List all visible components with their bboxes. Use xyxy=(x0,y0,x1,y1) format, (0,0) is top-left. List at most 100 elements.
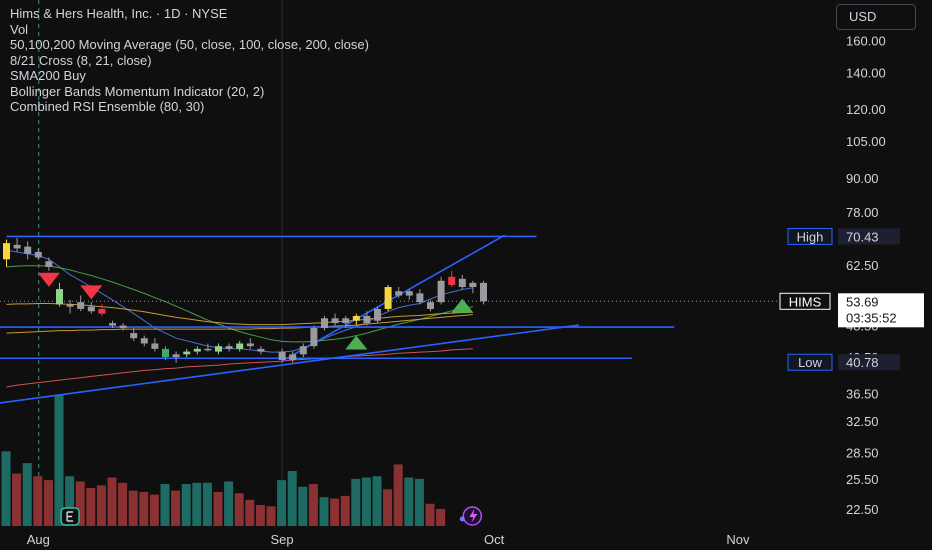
trend-drawings[interactable] xyxy=(0,234,830,404)
candle-body xyxy=(13,244,21,249)
volume-bar xyxy=(160,484,170,526)
moving-average-line xyxy=(6,265,473,343)
volume-bar xyxy=(372,476,382,526)
volume-bar xyxy=(330,498,340,526)
candle-body xyxy=(225,346,233,349)
price-tick-label: 36.50 xyxy=(846,386,879,401)
volume-bar xyxy=(308,484,318,526)
chart-icons xyxy=(60,506,483,526)
indicator-bollinger[interactable]: Bollinger Bands Momentum Indicator (20, … xyxy=(10,83,265,99)
last-badge-symbol: HIMS xyxy=(789,294,822,309)
candle-body xyxy=(480,282,487,302)
candle-body xyxy=(109,323,116,326)
volume-bar xyxy=(340,495,350,526)
volume-bar xyxy=(224,481,234,526)
candle-body xyxy=(45,261,53,267)
candle-body xyxy=(352,315,360,321)
volume-bar xyxy=(383,489,393,526)
high-badge-label: High xyxy=(797,229,824,244)
volume-bar xyxy=(12,473,22,526)
last-badge-price: 53.69 xyxy=(846,294,879,309)
volume-bar xyxy=(54,395,64,526)
price-tick-label: 120.00 xyxy=(846,102,886,117)
indicator-cross[interactable]: 8/21 Cross (8, 21, close) xyxy=(10,52,152,68)
volume-bar xyxy=(96,485,106,526)
volume-bar xyxy=(351,478,361,526)
sell-signal-triangle xyxy=(37,272,60,287)
high-badge-value: 70.43 xyxy=(846,229,879,244)
price-tick-label: 140.00 xyxy=(846,65,886,80)
volume-bar xyxy=(277,480,287,526)
last-badge-symbol-box xyxy=(779,292,831,310)
candle-body xyxy=(331,318,339,324)
volume-bars xyxy=(1,395,446,526)
high-badge-label-box xyxy=(787,227,833,245)
chart-title[interactable]: Hims & Hers Health, Inc. · 1D · NYSE xyxy=(10,6,228,21)
indicator-moving-average[interactable]: 50,100,200 Moving Average (50, close, 10… xyxy=(10,37,369,52)
price-tick-label: 32.50 xyxy=(846,414,879,429)
trend-line[interactable] xyxy=(281,234,506,362)
candle-body xyxy=(24,246,32,254)
candle-body xyxy=(140,338,148,344)
last-badge-box xyxy=(838,293,924,328)
candle-body xyxy=(77,302,85,309)
price-tick-label: 105.00 xyxy=(846,134,886,149)
grid xyxy=(38,0,283,526)
candle-body xyxy=(405,291,413,296)
earnings-icon-glyph xyxy=(66,511,74,522)
price-tick-label: 22.50 xyxy=(846,502,879,517)
time-axis[interactable]: Aug Sep Oct Nov xyxy=(27,532,750,547)
volume-bar xyxy=(361,477,371,526)
volume-bar xyxy=(436,508,446,526)
volume-bar xyxy=(171,490,181,526)
indicator-rsi-ensemble[interactable]: Combined RSI Ensemble (80, 30) xyxy=(10,99,205,114)
candle-body xyxy=(162,348,169,358)
candle-body xyxy=(321,318,328,329)
indicator-sma200-buy[interactable]: SMA200 Buy xyxy=(10,68,86,83)
moving-averages xyxy=(6,249,473,388)
candle-body xyxy=(183,351,191,355)
candle-body xyxy=(395,291,403,296)
candle-body xyxy=(66,304,74,307)
candle-body xyxy=(246,343,254,347)
price-axis[interactable]: 160.00 140.00 120.00 105.00 90.00 78.00 62.50 4… xyxy=(846,33,886,517)
sell-signal-triangle xyxy=(80,285,103,300)
volume-bar xyxy=(245,499,255,526)
candle-body xyxy=(3,243,10,260)
candle-body xyxy=(448,276,456,285)
moving-average-line xyxy=(6,348,473,388)
buy-signal-triangle xyxy=(345,335,368,350)
volume-bar xyxy=(43,480,53,526)
candle-body xyxy=(87,306,95,312)
candle-body xyxy=(384,287,392,309)
candle-body xyxy=(363,315,371,324)
candle-body xyxy=(204,348,212,351)
volume-bar xyxy=(414,478,424,526)
volume-bar xyxy=(202,482,212,526)
candle-body xyxy=(151,343,159,349)
price-tick-label: 90.00 xyxy=(846,171,879,186)
high-badge-value-box xyxy=(838,228,900,245)
candle-body xyxy=(34,251,42,258)
volume-bar xyxy=(75,481,85,526)
trend-line[interactable] xyxy=(0,324,580,404)
candle-body xyxy=(437,280,445,303)
volume-bar xyxy=(107,477,117,526)
volume-bar xyxy=(319,497,329,526)
currency-button[interactable]: USD xyxy=(836,4,916,30)
candle-body xyxy=(172,354,180,358)
lightning-icon xyxy=(469,509,478,523)
candle-body xyxy=(374,308,381,321)
price-tick-label: 160.00 xyxy=(846,33,886,48)
event-dot-icon xyxy=(459,516,465,522)
volume-bar xyxy=(149,494,159,526)
candle-body xyxy=(236,343,244,349)
price-tick-label: 62.50 xyxy=(846,258,879,273)
indicator-vol[interactable]: Vol xyxy=(10,21,29,37)
candle-body xyxy=(416,293,424,303)
volume-bar xyxy=(192,482,202,526)
candle-body xyxy=(342,318,350,324)
time-tick-label: Nov xyxy=(726,532,750,547)
